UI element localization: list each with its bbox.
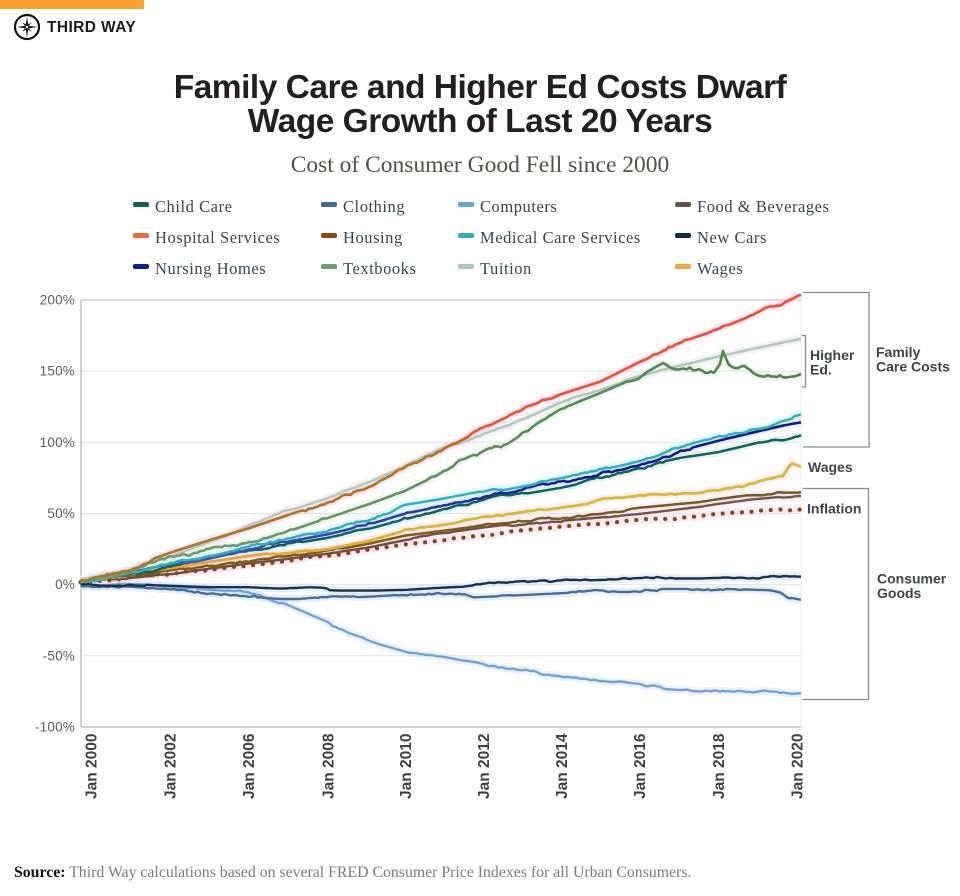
svg-text:Jan 2010: Jan 2010 [398,734,415,800]
svg-text:Jan 2016: Jan 2016 [632,733,649,799]
svg-text:Jan 2006: Jan 2006 [241,733,258,799]
svg-text:Jan 2000: Jan 2000 [84,734,101,800]
svg-text:Goods: Goods [877,585,922,601]
svg-text:Jan 2008: Jan 2008 [321,733,338,799]
svg-text:50%: 50% [47,506,75,521]
svg-text:Jan 2012: Jan 2012 [476,734,493,800]
svg-text:Jan 2018: Jan 2018 [711,733,728,799]
svg-text:Consumer: Consumer [877,571,947,587]
svg-text:200%: 200% [40,293,75,308]
svg-text:-50%: -50% [43,648,75,663]
svg-text:Jan 2014: Jan 2014 [554,733,571,799]
svg-text:Wages: Wages [808,459,853,475]
svg-text:Family: Family [876,344,921,360]
svg-text:Jan 2002: Jan 2002 [162,734,179,800]
svg-text:Inflation: Inflation [807,501,861,517]
svg-text:Higher: Higher [810,347,855,363]
svg-text:Jan 2020: Jan 2020 [790,734,807,800]
svg-text:100%: 100% [40,435,75,450]
svg-text:0%: 0% [55,577,75,592]
svg-text:150%: 150% [40,364,75,379]
svg-text:Ed.: Ed. [810,362,832,378]
svg-text:-100%: -100% [35,720,75,735]
svg-text:Care Costs: Care Costs [876,359,950,375]
